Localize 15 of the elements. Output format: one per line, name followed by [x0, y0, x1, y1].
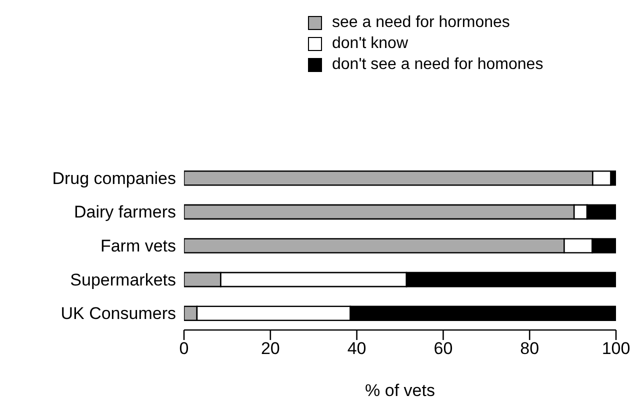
- x-tick-label: 100: [602, 339, 630, 358]
- x-tick-label: 60: [434, 339, 453, 358]
- x-axis-title: % of vets: [365, 381, 435, 400]
- y-tick-label: Dairy farmers: [74, 202, 176, 222]
- x-tick-label: 80: [520, 339, 540, 358]
- x-tick-label: 40: [347, 339, 366, 358]
- legend-label: don't know: [332, 34, 408, 54]
- y-tick-label: Farm vets: [100, 236, 176, 256]
- y-tick-label: Supermarkets: [70, 270, 176, 290]
- legend-label: don't see a need for homones: [332, 55, 544, 75]
- x-tick-label: 0: [179, 339, 189, 358]
- y-tick-label: Drug companies: [52, 168, 176, 188]
- y-tick-label: UK Consumers: [60, 304, 176, 324]
- x-tick-label: 20: [260, 339, 280, 358]
- legend-label: see a need for hormones: [332, 13, 510, 33]
